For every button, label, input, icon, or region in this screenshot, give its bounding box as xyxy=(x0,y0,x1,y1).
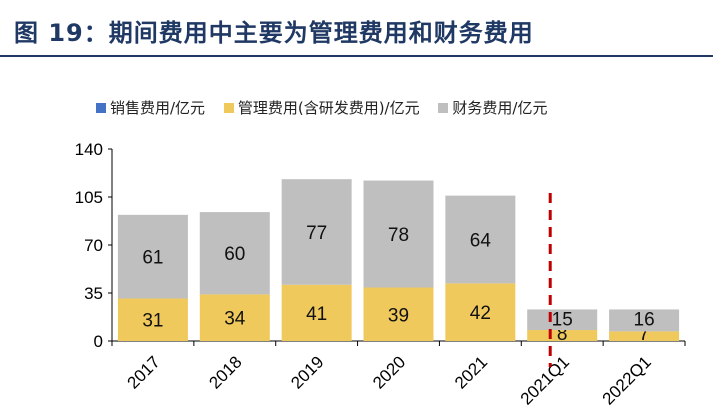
legend-swatch-finance xyxy=(438,102,449,113)
data-label: 64 xyxy=(470,231,492,252)
bar-segment xyxy=(527,330,598,341)
data-label: 77 xyxy=(306,223,327,244)
bar-segment xyxy=(117,214,188,299)
data-label: 8 xyxy=(557,324,568,345)
bar-segment xyxy=(609,331,680,341)
legend-swatch-sales xyxy=(96,102,106,113)
y-tick-label: 35 xyxy=(84,284,103,303)
bar-segment xyxy=(199,212,270,295)
y-tick-label: 105 xyxy=(75,188,103,207)
data-label: 42 xyxy=(470,303,491,324)
data-label: 61 xyxy=(142,248,163,269)
legend-label-finance: 财务费用/亿元 xyxy=(452,99,548,117)
y-tick-label: 140 xyxy=(75,140,103,159)
x-tick-label: 2017 xyxy=(124,352,164,392)
figure-header: 图 19：期间费用中主要为管理费用和财务费用 xyxy=(0,0,713,57)
bar-segment xyxy=(117,298,188,341)
legend-label-admin: 管理费用(含研发费用)/亿元 xyxy=(237,99,420,117)
data-label: 34 xyxy=(224,309,246,330)
data-label: 41 xyxy=(306,304,327,325)
figure-title: 图 19：期间费用中主要为管理费用和财务费用 xyxy=(14,19,534,47)
bar-segment xyxy=(445,283,516,341)
bar-segment xyxy=(199,294,270,341)
legend-swatch-admin xyxy=(223,102,234,113)
bar-segment xyxy=(281,284,352,341)
data-label: 78 xyxy=(388,225,409,246)
data-label: 31 xyxy=(142,311,163,332)
bar-segment xyxy=(609,309,680,332)
data-label: 60 xyxy=(224,244,245,265)
legend-item-sales: 销售费用/亿元 xyxy=(96,97,205,118)
data-label: 39 xyxy=(388,305,409,326)
y-tick-label: 70 xyxy=(84,236,103,255)
bar-segment xyxy=(527,309,598,331)
title-underline xyxy=(0,55,713,57)
y-tick-label: 0 xyxy=(94,332,103,351)
legend-item-admin: 管理费用(含研发费用)/亿元 xyxy=(223,97,420,118)
chart-legend: 销售费用/亿元 管理费用(含研发费用)/亿元 财务费用/亿元 xyxy=(96,97,561,119)
legend-item-finance: 财务费用/亿元 xyxy=(438,97,547,118)
x-tick-label: 2021Q1 xyxy=(517,352,573,408)
x-tick-label: 2019 xyxy=(287,352,327,392)
data-label: 7 xyxy=(639,324,650,345)
bar-segment xyxy=(363,180,434,288)
x-tick-label: 2022Q1 xyxy=(599,352,655,408)
x-tick-label: 2020 xyxy=(369,352,409,392)
data-label: 15 xyxy=(552,309,573,330)
legend-label-sales: 销售费用/亿元 xyxy=(110,99,206,117)
bar-segment xyxy=(281,179,352,285)
x-tick-label: 2021 xyxy=(451,352,491,392)
data-label: 16 xyxy=(634,309,655,330)
x-tick-label: 2018 xyxy=(205,352,245,392)
bar-segment xyxy=(445,195,516,284)
bar-segment xyxy=(363,287,434,341)
